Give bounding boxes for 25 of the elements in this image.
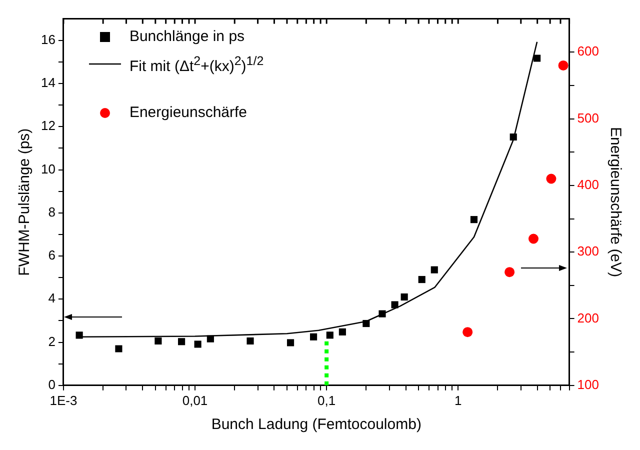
y2-tick-label: 200 xyxy=(577,310,600,326)
y-tick-label: 2 xyxy=(48,334,56,349)
y-tick-label: 14 xyxy=(40,75,56,90)
y-tick-label: 16 xyxy=(40,32,56,47)
y2-tick-label: 100 xyxy=(577,376,600,392)
x-tick-label: 1E-3 xyxy=(50,392,78,408)
legend-label: Energieunschärfe xyxy=(129,102,248,123)
y-tick-label: 8 xyxy=(48,204,56,220)
y-axis-title: FWHM-Pulslänge (ps) xyxy=(16,128,34,276)
y-tick-label: 0 xyxy=(48,376,56,392)
x-axis-title: Bunch Ladung (Femtocoulomb) xyxy=(211,416,422,434)
y-tick-label: 4 xyxy=(48,290,56,306)
x-tick-label: 0,1 xyxy=(318,392,336,408)
x-tick-label: 1 xyxy=(454,392,462,408)
y2-tick-label: 600 xyxy=(577,44,600,59)
y2-tick-label: 300 xyxy=(577,244,600,259)
x-tick-label: 0,01 xyxy=(182,392,208,408)
y2-axis-title: Energieunschärfe (eV) xyxy=(606,127,624,278)
y-tick-label: 6 xyxy=(48,248,56,263)
y2-tick-label: 500 xyxy=(577,110,600,126)
y-tick-label: 10 xyxy=(40,161,56,176)
legend-label: Bunchlänge in ps xyxy=(129,26,245,47)
y-tick-label: 12 xyxy=(40,118,56,134)
legend-label: Fit mit (Δt$^{2}$+(kx)$^{2}$)$^{1/2}$ xyxy=(129,52,264,77)
y2-tick-label: 400 xyxy=(577,177,600,192)
